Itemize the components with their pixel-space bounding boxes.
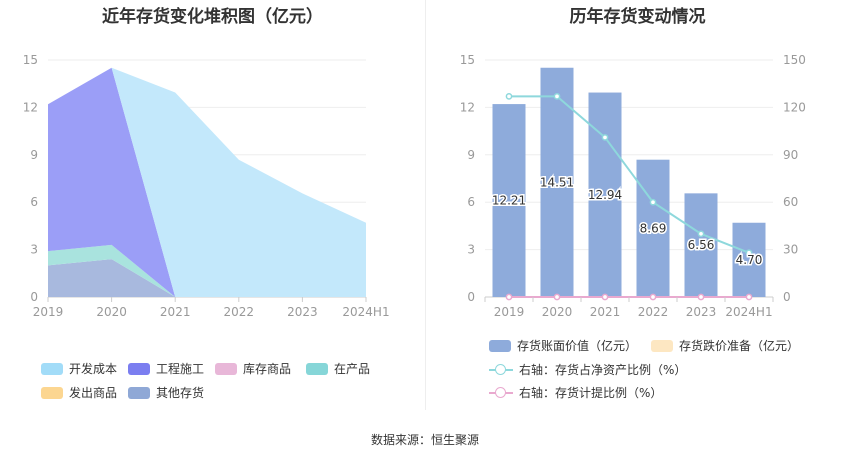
legend-swatch [215,362,237,375]
right-y2-tick-label: 120 [783,100,806,114]
legend-item[interactable]: 在产品 [306,360,370,377]
area-series-在产品 [48,244,366,297]
net-asset-ratio-point [553,92,561,100]
legend-swatch [41,386,63,399]
legend-label: 右轴：存货占净资产比例（%） [519,363,687,377]
right-x-tick-label: 2023 [686,305,717,319]
legend-item[interactable]: 库存商品 [215,360,291,377]
legend-label: 存货账面价值（亿元） [517,339,638,353]
legend-item[interactable]: 工程施工 [128,360,204,377]
right-y-tick-label: 6 [467,195,475,209]
legend-item[interactable]: 开发成本 [41,360,117,377]
left-x-tick-label: 2024H1 [342,305,389,319]
legend-swatch [41,362,63,375]
data-source: 数据来源：恒生聚源 [370,433,479,447]
inventory-bar [732,222,766,297]
legend-item[interactable]: 右轴：存货计提比例（%） [489,384,662,401]
provision-ratio-point [505,293,513,301]
legend-label: 工程施工 [156,362,205,376]
right-x-tick-label: 2021 [590,305,621,319]
area-series-工程施工 [48,67,366,297]
net-asset-ratio-point [649,198,657,206]
provision-ratio-point [553,293,561,301]
legend-label: 右轴：存货计提比例（%） [519,386,663,400]
right-y-tick-label: 9 [467,148,475,162]
right-y2-tick-label: 30 [783,243,798,257]
legend-label: 库存商品 [243,362,292,376]
legend-label: 其他存货 [156,386,205,400]
left-y-tick-label: 12 [23,100,38,114]
legend-label: 存货跌价准备（亿元） [679,339,800,353]
legend-label: 开发成本 [69,362,118,376]
right-y2-tick-label: 60 [783,195,798,209]
provision-ratio-point [649,293,657,301]
area-series-开发成本 [48,67,366,297]
left-y-tick-label: 9 [30,148,38,162]
legend-item[interactable]: 右轴：存货占净资产比例（%） [489,361,686,378]
legend-swatch [651,339,673,352]
right-x-tick-label: 2019 [494,305,525,319]
bar-data-label: 8.69 [640,221,667,235]
right-x-tick-label: 2024H1 [725,305,772,319]
right-x-tick-label: 2020 [542,305,573,319]
legend-swatch [128,362,150,375]
right-y-tick-label: 15 [460,53,475,67]
legend-item[interactable]: 发出商品 [41,384,117,401]
inventory-bar [492,104,526,297]
legend-item[interactable]: 存货账面价值（亿元） [489,337,637,354]
net-asset-ratio-point [697,230,705,238]
inventory-bar [684,193,718,297]
legend-label: 在产品 [334,362,371,376]
left-x-tick-label: 2022 [224,305,255,319]
right-y2-tick-label: 150 [783,53,806,67]
inventory-bar [636,159,670,297]
right-y-tick-label: 0 [467,290,475,304]
bar-data-label: 14.51 [540,175,574,189]
legend-swatch [128,386,150,399]
bar-data-label: 12.21 [492,194,526,208]
left-x-tick-label: 2019 [33,305,64,319]
provision-ratio-point [697,293,705,301]
legend-label: 发出商品 [69,386,118,400]
left-x-tick-label: 2020 [96,305,127,319]
legend-swatch [489,339,511,352]
provision-ratio-point [601,293,609,301]
net-asset-ratio-point [745,249,753,257]
net-asset-ratio-line [509,95,750,254]
inventory-bar [588,92,622,297]
right-chart-title: 历年存货变动情况 [569,7,706,27]
legend-item[interactable]: 其他存货 [128,384,204,401]
left-x-tick-label: 2021 [160,305,191,319]
area-series-其他存货 [48,259,366,297]
net-asset-ratio-point [505,92,513,100]
left-x-tick-label: 2023 [287,305,318,319]
legend-swatch [306,362,328,375]
right-y-tick-label: 12 [460,100,475,114]
left-y-tick-label: 3 [30,243,38,257]
left-y-tick-label: 6 [30,195,38,209]
right-y2-tick-label: 0 [783,290,791,304]
bar-data-label: 4.70 [736,253,763,267]
right-y2-tick-label: 90 [783,148,798,162]
right-x-tick-label: 2022 [638,305,669,319]
bar-data-label: 12.94 [588,188,622,202]
panel-divider [425,0,426,410]
provision-ratio-point [745,293,753,301]
net-asset-ratio-point [601,134,609,141]
left-y-tick-label: 15 [23,53,38,67]
legend-line-key [489,363,513,376]
bar-data-label: 6.56 [688,238,715,252]
legend-item[interactable]: 存货跌价准备（亿元） [651,337,799,354]
left-y-tick-label: 0 [30,290,38,304]
left-chart-title: 近年存货变化堆积图（亿元） [102,7,323,27]
right-y-tick-label: 3 [467,243,475,257]
legend-line-key [489,386,513,399]
